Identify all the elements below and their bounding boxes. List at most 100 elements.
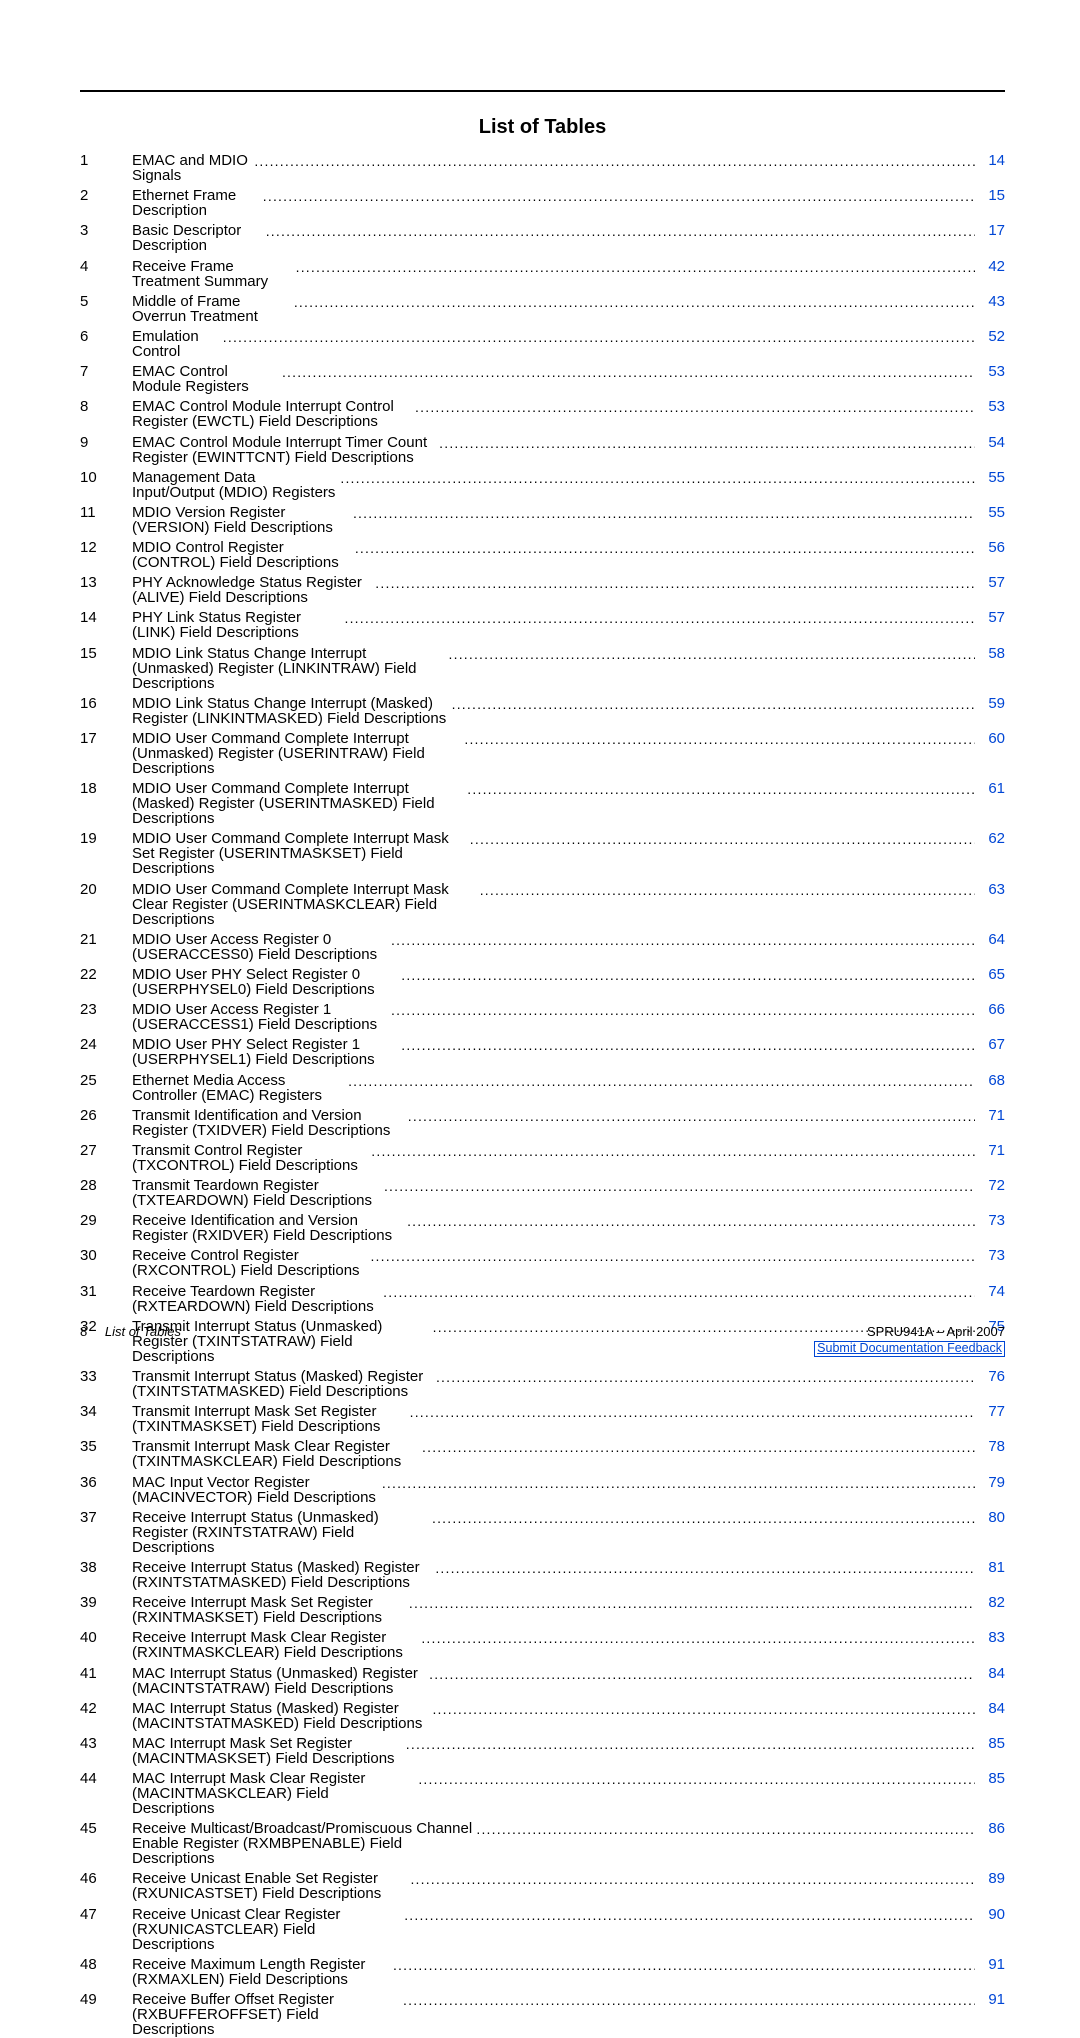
toc-page-link[interactable]: 85 [975,1771,1005,1786]
toc-page-link[interactable]: 17 [975,223,1005,238]
toc-row: 42MAC Interrupt Status (Masked) Register… [80,1701,1005,1731]
toc-page-link[interactable]: 63 [975,882,1005,897]
toc-page-link[interactable]: 53 [975,399,1005,414]
toc-number: 6 [80,329,132,344]
toc-page-link[interactable]: 58 [975,646,1005,661]
toc-page-link[interactable]: 91 [975,1957,1005,1972]
toc-page-link[interactable]: 85 [975,1736,1005,1751]
toc-number: 14 [80,610,132,625]
toc-leader-dots: ........................................… [390,1958,975,1972]
toc-row: 15MDIO Link Status Change Interrupt (Unm… [80,646,1005,691]
toc-number: 23 [80,1002,132,1017]
toc-row: 16MDIO Link Status Change Interrupt (Mas… [80,696,1005,726]
toc-page-link[interactable]: 42 [975,259,1005,274]
toc-number: 48 [80,1957,132,1972]
footer-section-title: List of Tables [105,1324,181,1339]
toc-number: 11 [80,505,132,520]
toc-leader-dots: ........................................… [473,1822,975,1836]
toc-page-link[interactable]: 71 [975,1108,1005,1123]
toc-page-link[interactable]: 56 [975,540,1005,555]
toc-page-link[interactable]: 73 [975,1213,1005,1228]
toc-number: 18 [80,781,132,796]
toc-leader-dots: ........................................… [388,1003,975,1017]
toc-leader-dots: ........................................… [263,224,975,238]
toc-page-link[interactable]: 52 [975,329,1005,344]
toc-title: Ethernet Frame Description [132,188,260,218]
toc-title: Receive Unicast Enable Set Register (RXU… [132,1871,407,1901]
toc-row: 19MDIO User Command Complete Interrupt M… [80,831,1005,876]
toc-page-link[interactable]: 74 [975,1284,1005,1299]
toc-page-link[interactable]: 57 [975,575,1005,590]
toc-page-link[interactable]: 64 [975,932,1005,947]
toc-page-link[interactable]: 60 [975,731,1005,746]
toc-page-link[interactable]: 81 [975,1560,1005,1575]
toc-page-link[interactable]: 72 [975,1178,1005,1193]
toc-row: 12MDIO Control Register (CONTROL) Field … [80,540,1005,570]
toc-row: 30Receive Control Register (RXCONTROL) F… [80,1248,1005,1278]
toc-number: 35 [80,1439,132,1454]
toc-page-link[interactable]: 86 [975,1821,1005,1836]
toc-title: MDIO Version Register (VERSION) Field De… [132,505,350,535]
toc-leader-dots: ........................................… [419,1440,975,1454]
toc-row: 29Receive Identification and Version Reg… [80,1213,1005,1243]
toc-page-link[interactable]: 53 [975,364,1005,379]
toc-page-link[interactable]: 78 [975,1439,1005,1454]
toc-page-link[interactable]: 84 [975,1701,1005,1716]
toc-page-link[interactable]: 91 [975,1992,1005,2007]
toc-page-link[interactable]: 67 [975,1037,1005,1052]
footer-page-number: 8 [80,1324,87,1339]
toc-row: 35Transmit Interrupt Mask Clear Register… [80,1439,1005,1469]
feedback-link[interactable]: Submit Documentation Feedback [814,1341,1005,1357]
toc-leader-dots: ........................................… [367,1249,975,1263]
toc-page-link[interactable]: 54 [975,435,1005,450]
toc-page-link[interactable]: 61 [975,781,1005,796]
toc-page-link[interactable]: 90 [975,1907,1005,1922]
toc-page-link[interactable]: 55 [975,505,1005,520]
toc-page-link[interactable]: 65 [975,967,1005,982]
toc-number: 8 [80,399,132,414]
toc-title: Receive Buffer Offset Register (RXBUFFER… [132,1992,400,2037]
toc-row: 41MAC Interrupt Status (Unmasked) Regist… [80,1666,1005,1696]
toc-title: Receive Control Register (RXCONTROL) Fie… [132,1248,367,1278]
toc-number: 36 [80,1475,132,1490]
toc-leader-dots: ........................................… [429,1511,975,1525]
toc-page-link[interactable]: 57 [975,610,1005,625]
toc-leader-dots: ........................................… [220,330,975,344]
toc-page-link[interactable]: 14 [975,153,1005,168]
toc-page-link[interactable]: 73 [975,1248,1005,1263]
toc-page-link[interactable]: 43 [975,294,1005,309]
toc-leader-dots: ........................................… [401,1908,975,1922]
toc-title: MDIO User Access Register 0 (USERACCESS0… [132,932,388,962]
toc-number: 34 [80,1404,132,1419]
toc-number: 30 [80,1248,132,1263]
toc-page-link[interactable]: 62 [975,831,1005,846]
toc-page-link[interactable]: 66 [975,1002,1005,1017]
toc-number: 31 [80,1284,132,1299]
toc-page-link[interactable]: 89 [975,1871,1005,1886]
toc-page-link[interactable]: 68 [975,1073,1005,1088]
toc-page-link[interactable]: 59 [975,696,1005,711]
toc-title: Ethernet Media Access Controller (EMAC) … [132,1073,345,1103]
toc-row: 38Receive Interrupt Status (Masked) Regi… [80,1560,1005,1590]
toc-title: Receive Interrupt Status (Unmasked) Regi… [132,1510,429,1555]
toc-page-link[interactable]: 82 [975,1595,1005,1610]
toc-page-link[interactable]: 76 [975,1369,1005,1384]
toc-leader-dots: ........................................… [407,1405,975,1419]
toc-title: EMAC Control Module Interrupt Timer Coun… [132,435,436,465]
toc-row: 10Management Data Input/Output (MDIO) Re… [80,470,1005,500]
toc-number: 19 [80,831,132,846]
toc-page-link[interactable]: 83 [975,1630,1005,1645]
toc-page-link[interactable]: 71 [975,1143,1005,1158]
toc-title: Receive Interrupt Mask Clear Register (R… [132,1630,418,1660]
toc-leader-dots: ........................................… [464,782,975,796]
toc-page-link[interactable]: 79 [975,1475,1005,1490]
toc-page-link[interactable]: 80 [975,1510,1005,1525]
toc-page-link[interactable]: 15 [975,188,1005,203]
toc-row: 9EMAC Control Module Interrupt Timer Cou… [80,435,1005,465]
toc-title: MDIO User Command Complete Interrupt Mas… [132,882,477,927]
toc-page-link[interactable]: 84 [975,1666,1005,1681]
toc-title: MDIO User Command Complete Interrupt (Un… [132,731,461,776]
toc-page-link[interactable]: 77 [975,1404,1005,1419]
toc-page-link[interactable]: 55 [975,470,1005,485]
toc-number: 44 [80,1771,132,1786]
